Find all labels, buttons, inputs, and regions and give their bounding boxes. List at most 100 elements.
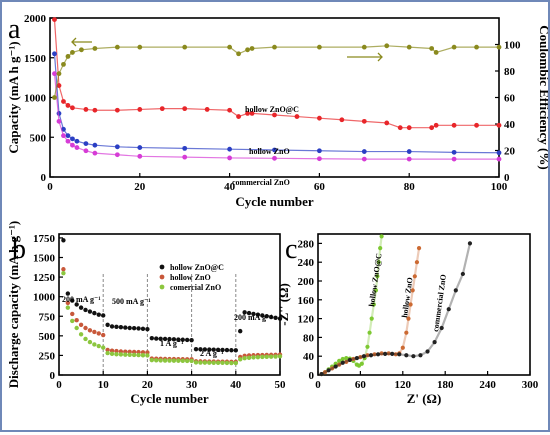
data-point-b-2 bbox=[154, 358, 159, 363]
data-point-c-1 bbox=[344, 359, 349, 364]
data-point-c-2 bbox=[404, 353, 409, 358]
data-point-b-0 bbox=[154, 336, 159, 341]
x-tick-label-a: 100 bbox=[491, 181, 508, 193]
data-point-c-0 bbox=[365, 344, 370, 349]
data-point-b-2 bbox=[114, 352, 119, 357]
data-point-b-0 bbox=[131, 325, 137, 331]
data-point-c-0 bbox=[359, 361, 364, 366]
data-point-b-0 bbox=[114, 324, 119, 330]
data-point-b-1 bbox=[70, 311, 75, 317]
data-point-b-2 bbox=[229, 360, 234, 366]
data-point-b-0 bbox=[101, 313, 106, 318]
data-point-a-1 bbox=[52, 51, 57, 57]
data-point-b-2 bbox=[105, 350, 110, 356]
data-point-b-2 bbox=[83, 336, 88, 342]
data-point-a-0 bbox=[317, 115, 322, 121]
data-point-b-0 bbox=[96, 312, 101, 317]
data-point-b-0 bbox=[184, 337, 190, 343]
data-point-a-2 bbox=[182, 154, 188, 160]
data-point-b-2 bbox=[162, 358, 168, 363]
data-point-c-2 bbox=[361, 354, 367, 359]
data-point-c-1 bbox=[330, 366, 335, 371]
y-tick-label-b: 0 bbox=[50, 370, 56, 382]
data-point-a-1 bbox=[406, 149, 412, 154]
x-tick-label-a: 20 bbox=[134, 181, 146, 193]
data-point-b-0 bbox=[78, 305, 84, 310]
data-point-b-2 bbox=[109, 351, 115, 357]
data-point-a-0 bbox=[56, 83, 62, 88]
y-tick-label-b: 1750 bbox=[33, 233, 56, 245]
y-tick-label-a: 500 bbox=[30, 132, 47, 144]
data-point-a-0 bbox=[227, 107, 233, 113]
data-point-b-1 bbox=[87, 328, 93, 333]
x-tick-label-c: 180 bbox=[437, 379, 454, 391]
data-point-a-0 bbox=[451, 122, 457, 128]
data-point-a-3 bbox=[272, 44, 277, 50]
data-point-c-2 bbox=[397, 352, 402, 357]
data-point-b-2 bbox=[136, 352, 141, 358]
data-point-a-3 bbox=[227, 44, 233, 50]
x-tick-label-a: 60 bbox=[314, 181, 326, 193]
y2-tick-label-a: 0 bbox=[504, 172, 510, 184]
data-point-b-0 bbox=[92, 310, 97, 316]
data-point-a-2 bbox=[83, 148, 89, 154]
data-point-a-2 bbox=[70, 142, 75, 148]
data-point-c-0 bbox=[378, 246, 383, 251]
series-line-a-1 bbox=[53, 53, 500, 154]
panel-letter-b: b bbox=[12, 234, 26, 265]
data-point-b-0 bbox=[264, 314, 269, 319]
data-point-b-2 bbox=[145, 353, 150, 358]
data-point-a-0 bbox=[236, 114, 241, 119]
y-tick-label-b: 500 bbox=[39, 331, 56, 343]
data-point-a-1 bbox=[65, 133, 71, 139]
data-point-b-0 bbox=[118, 325, 124, 330]
data-point-c-2 bbox=[333, 364, 338, 369]
data-point-b-1 bbox=[83, 325, 88, 331]
data-point-b-0 bbox=[198, 347, 203, 352]
plot-frame-b bbox=[58, 233, 281, 376]
x-tick-label-b: 10 bbox=[98, 379, 110, 391]
data-point-a-3 bbox=[406, 44, 412, 50]
rate-label: 500 mA g⁻¹ bbox=[112, 297, 151, 306]
data-point-c-2 bbox=[319, 371, 324, 377]
data-point-b-2 bbox=[215, 360, 221, 366]
data-point-b-0 bbox=[167, 336, 172, 342]
x-tick-label-c: 0 bbox=[315, 379, 321, 391]
data-point-b-2 bbox=[198, 360, 203, 365]
data-point-b-0 bbox=[149, 335, 155, 341]
data-point-b-2 bbox=[87, 339, 93, 345]
data-point-a-3 bbox=[182, 44, 188, 50]
data-point-b-0 bbox=[215, 347, 221, 352]
data-point-a-1 bbox=[227, 146, 233, 152]
data-point-b-2 bbox=[131, 352, 137, 358]
data-point-b-2 bbox=[74, 325, 79, 331]
data-point-c-2 bbox=[411, 354, 416, 359]
data-point-c-1 bbox=[393, 352, 398, 357]
y-tick-label-c: 200 bbox=[298, 276, 315, 288]
data-point-a-3 bbox=[249, 46, 255, 51]
data-point-b-2 bbox=[238, 357, 243, 362]
data-point-b-0 bbox=[127, 325, 132, 331]
data-point-b-1 bbox=[92, 329, 97, 335]
data-point-a-0 bbox=[204, 107, 210, 112]
data-point-c-1 bbox=[322, 370, 328, 375]
data-point-b-0 bbox=[189, 337, 194, 343]
data-point-a-0 bbox=[249, 111, 255, 116]
data-point-a-3 bbox=[384, 43, 390, 49]
data-point-c-1 bbox=[358, 355, 363, 360]
x-tick-label-c: 300 bbox=[522, 379, 539, 391]
data-point-b-2 bbox=[149, 357, 155, 363]
data-point-c-0 bbox=[337, 358, 342, 363]
data-point-b-0 bbox=[193, 346, 199, 352]
data-point-c-2 bbox=[383, 351, 388, 356]
data-point-a-1 bbox=[317, 148, 322, 154]
y-tick-label-c: 120 bbox=[298, 314, 315, 326]
data-point-b-0 bbox=[83, 307, 88, 313]
rate-label: 200 mA g⁻¹ bbox=[234, 313, 273, 322]
data-point-b-2 bbox=[184, 358, 190, 364]
y2-tick-label-a: 40 bbox=[504, 119, 516, 131]
y-tick-label-a: 1000 bbox=[24, 93, 47, 105]
data-point-a-3 bbox=[474, 44, 479, 50]
data-point-a-0 bbox=[137, 107, 143, 112]
data-point-b-0 bbox=[273, 315, 278, 321]
